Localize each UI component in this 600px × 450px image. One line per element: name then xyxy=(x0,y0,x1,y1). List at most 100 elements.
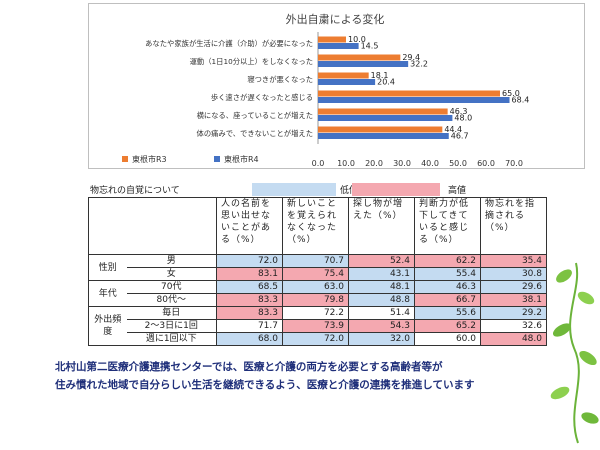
data-label: 14.5 xyxy=(361,42,379,51)
data-label: 48.0 xyxy=(454,114,472,123)
row-label: 男 xyxy=(126,254,217,268)
table-cell: 32.6 xyxy=(480,319,547,333)
bar-r3 xyxy=(318,72,369,79)
memory-table: 人の名前を思い出せないことがある（%） 新しいことを覚えられなくなった（%） 探… xyxy=(88,197,547,346)
chart-panel: 外出自粛による変化 あなたや家族が生活に介護（介助）が必要になった 10.0 14.5… xyxy=(88,3,585,169)
table-cell: 52.4 xyxy=(348,254,415,268)
bar-r3 xyxy=(318,36,346,43)
footer-line-2: 住み慣れた地域で自分らしい生活を継続できるよう、医療と介護の連携を推進しています xyxy=(55,379,475,391)
column-header: 判断力が低下してきていると感じる（%） xyxy=(414,197,481,255)
table-cell: 68.5 xyxy=(216,280,283,294)
column-header: 人の名前を思い出せないことがある（%） xyxy=(216,197,283,255)
table-cell: 66.7 xyxy=(414,293,481,307)
memory-title: 物忘れの自覚について xyxy=(90,186,180,196)
data-label: 46.7 xyxy=(451,132,469,141)
bar-r4 xyxy=(318,97,510,103)
table-cell: 83.3 xyxy=(216,293,283,307)
legend-label-low: 低値 xyxy=(340,186,359,196)
chart-title: 外出自粛による変化 xyxy=(286,12,385,26)
table-cell: 48.8 xyxy=(348,293,415,307)
row-label: 80代～ xyxy=(126,293,217,307)
table-cell: 73.9 xyxy=(282,319,349,333)
data-label: 65.0 xyxy=(502,89,520,98)
table-row: 2～3日に1回 71.7 73.9 54.3 65.2 32.6 xyxy=(89,319,547,333)
memory-legend: 物忘れの自覚について 低値 高値 xyxy=(90,183,560,197)
x-tick-label: 50.0 xyxy=(449,159,467,168)
x-tick-label: 60.0 xyxy=(477,159,495,168)
bar-r3 xyxy=(318,108,448,115)
category-label: 運動（1日10分以上）をしなくなった xyxy=(190,57,313,66)
table-cell: 54.3 xyxy=(348,319,415,333)
legend-label: 東根市R4 xyxy=(224,154,259,164)
table-cell: 30.8 xyxy=(480,267,547,281)
category-label: 体の痛みで、できないことが増えた xyxy=(197,129,313,138)
legend-swatch-low xyxy=(252,183,336,196)
table-cell: 48.0 xyxy=(480,332,547,346)
bar-r4 xyxy=(318,133,449,139)
table-header-row: 人の名前を思い出せないことがある（%） 新しいことを覚えられなくなった（%） 探… xyxy=(88,197,547,255)
data-label: 68.4 xyxy=(512,96,530,105)
table-cell: 48.1 xyxy=(348,280,415,294)
category-label: 歩く速さが遅くなったと感じる xyxy=(211,93,313,102)
table-cell: 83.1 xyxy=(216,267,283,281)
bar-r4 xyxy=(318,79,376,85)
table-cell: 65.2 xyxy=(414,319,481,333)
x-tick-label: 40.0 xyxy=(421,159,439,168)
table-cell: 79.8 xyxy=(282,293,349,307)
table-row: 年代 70代 68.5 63.0 48.1 46.3 29.6 xyxy=(88,280,547,307)
category-label: あなたや家族が生活に介護（介助）が必要になった xyxy=(145,39,313,48)
legend-label-high: 高値 xyxy=(448,186,467,196)
data-label: 46.3 xyxy=(450,107,468,116)
x-tick-label: 70.0 xyxy=(505,159,523,168)
table-cell: 51.4 xyxy=(348,306,415,320)
row-label: 週に1回以下 xyxy=(126,332,217,346)
column-header: 物忘れを指摘される（%） xyxy=(480,197,547,255)
table-cell: 29.2 xyxy=(480,306,547,320)
table-row: 性別男 72.0 70.7 52.4 62.2 35.4 xyxy=(88,254,547,281)
column-header: 探し物が増えた（%） xyxy=(348,197,415,255)
table-cell: 71.7 xyxy=(216,319,283,333)
data-label: 32.2 xyxy=(410,60,428,69)
table-cell: 72.0 xyxy=(282,332,349,346)
bar-r3 xyxy=(318,126,443,133)
table-cell: 75.4 xyxy=(282,267,349,281)
table-cell: 55.6 xyxy=(414,306,481,320)
legend-swatch-high xyxy=(352,183,440,196)
footer-line-1: 北村山第二医療介護連携センターでは、医療と介護の両方を必要とする高齢者等が xyxy=(55,361,443,373)
x-tick-label: 10.0 xyxy=(337,159,355,168)
bar-r4 xyxy=(318,43,359,49)
table-cell: 38.1 xyxy=(480,293,547,307)
x-tick-label: 0.0 xyxy=(312,159,325,168)
legend-label: 東根市R3 xyxy=(132,154,167,164)
table-row: 女 83.1 75.4 43.1 55.4 30.8 xyxy=(89,267,547,281)
table-cell: 46.3 xyxy=(414,280,481,294)
category-label: 横になる、座っていることが増えた xyxy=(197,111,313,120)
category-label: 寝つきが悪くなった xyxy=(247,75,313,84)
data-label: 20.4 xyxy=(377,78,395,87)
footer-message: 北村山第二医療介護連携センターでは、医療と介護の両方を必要とする高齢者等が 住み… xyxy=(55,358,555,394)
table-cell: 55.4 xyxy=(414,267,481,281)
leaf-decoration-icon xyxy=(550,262,599,444)
bar-r3 xyxy=(318,90,500,97)
data-label: 10.0 xyxy=(348,35,366,44)
table-cell: 72.0 xyxy=(216,254,283,268)
row-label: 70代 xyxy=(126,280,217,294)
bar-r3 xyxy=(318,54,401,61)
row-label: 女 xyxy=(126,267,217,281)
table-cell: 83.3 xyxy=(216,306,283,320)
table-cell: 29.6 xyxy=(480,280,547,294)
row-group-label: 外出頻度 xyxy=(88,306,127,346)
table-row: 80代～ 83.3 79.8 48.8 66.7 38.1 xyxy=(89,293,547,307)
table-cell: 68.0 xyxy=(216,332,283,346)
row-group-label: 年代 xyxy=(88,280,127,307)
row-label: 毎日 xyxy=(126,306,217,320)
x-tick-label: 20.0 xyxy=(365,159,383,168)
data-label: 29.4 xyxy=(402,53,420,62)
memory-table-body: 性別男 72.0 70.7 52.4 62.2 35.4 女 83.1 75.4 43.1 55.4… xyxy=(88,254,547,346)
row-group-label: 性別 xyxy=(88,254,127,281)
table-row: 週に1回以下 68.0 72.0 32.0 60.0 48.0 xyxy=(89,332,547,346)
x-tick-label: 30.0 xyxy=(393,159,411,168)
table-cell: 62.2 xyxy=(414,254,481,268)
table-cell: 63.0 xyxy=(282,280,349,294)
